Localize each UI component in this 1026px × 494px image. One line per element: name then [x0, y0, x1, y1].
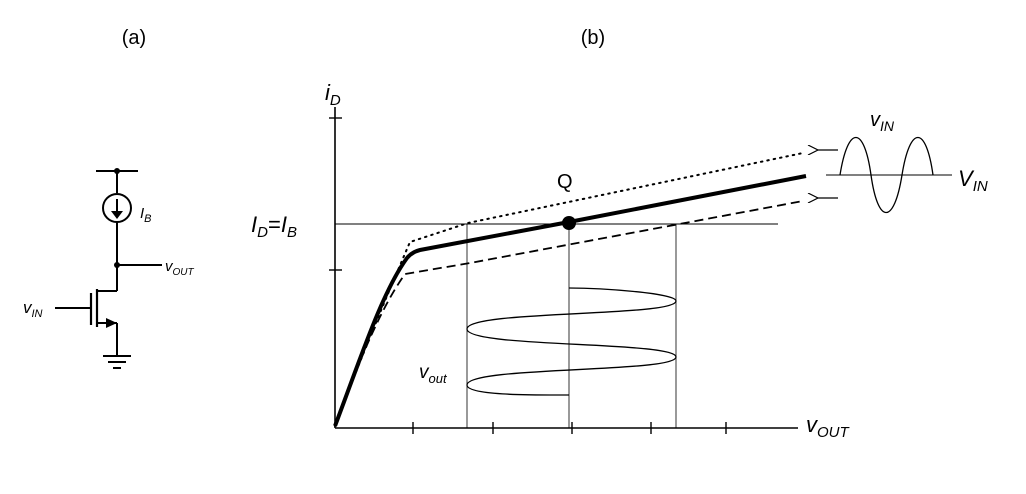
output-swing-waveform: [466, 287, 677, 396]
ground-icon: [103, 355, 131, 369]
projection-lines: [466, 224, 677, 428]
id-vout-characteristic: (b) iD vOUT ID=IB: [251, 27, 988, 441]
output-swing-label: vout: [419, 362, 448, 386]
x-axis-ticks: [412, 422, 727, 434]
characteristic-high-vin: [334, 152, 804, 427]
panel-a-label: (a): [122, 27, 146, 49]
x-axis-label: vOUT: [806, 412, 851, 441]
characteristic-nominal: [333, 174, 807, 427]
current-source-label: IB: [140, 205, 152, 225]
q-point-marker: [562, 216, 576, 230]
y-axis-label: iD: [325, 80, 341, 109]
dc-input-label: VIN: [958, 166, 988, 195]
input-label: vIN: [23, 298, 43, 320]
nmos-transistor-icon: [89, 265, 118, 356]
small-signal-input-label: vIN: [870, 109, 895, 134]
q-point-label: Q: [557, 171, 573, 193]
y-axis-ticks: [329, 117, 342, 271]
panel-b-label: (b): [581, 27, 605, 49]
characteristic-low-vin: [334, 200, 804, 427]
current-source-icon: [102, 193, 132, 223]
bias-level-label: ID=IB: [251, 212, 297, 241]
output-node-label: vOUT: [165, 258, 195, 278]
circuit-schematic: (a) IB vOUT vIN: [23, 27, 195, 369]
input-sine-waveform: [839, 137, 934, 213]
